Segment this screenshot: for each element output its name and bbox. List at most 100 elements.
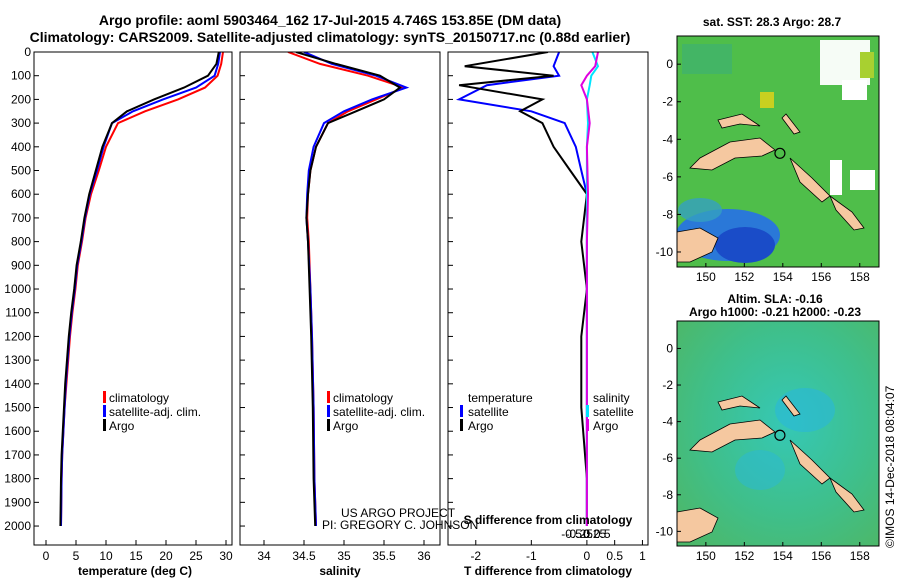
sst-map-title: sat. SST: 28.3 Argo: 28.7 bbox=[703, 15, 842, 29]
legend-satellite-swatch bbox=[327, 405, 330, 417]
y-tick-label: 1900 bbox=[4, 495, 31, 509]
legend-argo-swatch bbox=[103, 419, 106, 431]
legend-climatology-label: climatology bbox=[333, 391, 393, 405]
y-tick-label: 500 bbox=[11, 164, 31, 178]
temperature-x-label: temperature (deg C) bbox=[78, 564, 192, 578]
pi-annotation: PI: GREGORY C. JOHNSON bbox=[322, 518, 478, 532]
series-line-satellite-adj-clim- bbox=[60, 52, 221, 527]
legend-argo-label: Argo bbox=[109, 419, 135, 433]
map-y-tick-label: -8 bbox=[662, 488, 673, 502]
legend-climatology-swatch bbox=[327, 391, 330, 403]
y-tick-label: 1200 bbox=[4, 329, 31, 343]
difference-legend: temperature satellite Argo salinity sate… bbox=[460, 391, 634, 433]
map-y-tick-label: 0 bbox=[666, 57, 673, 71]
y-tick-label: 100 bbox=[11, 69, 31, 83]
legend-climatology-swatch bbox=[103, 391, 106, 403]
map-x-tick-label: 150 bbox=[696, 270, 716, 284]
map-y-tick-label: -10 bbox=[656, 524, 674, 538]
series-line-s-satellite bbox=[585, 52, 600, 526]
legend-temperature-title: temperature bbox=[468, 391, 533, 405]
map-y-tick-label: -6 bbox=[662, 170, 673, 184]
y-tick-label: 400 bbox=[11, 140, 31, 154]
legend-climatology-label: climatology bbox=[109, 391, 169, 405]
y-tick-label: 1600 bbox=[4, 424, 31, 438]
legend-s-satellite-swatch bbox=[586, 405, 589, 417]
sst-map: sat. SST: 28.3 Argo: 28.7 bbox=[656, 15, 880, 284]
y-tick-label: 200 bbox=[11, 92, 31, 106]
argo-position-marker bbox=[774, 147, 786, 159]
legend-t-satellite-swatch bbox=[460, 405, 463, 417]
sla-map-title-line2: Argo h1000: -0.21 h2000: -0.23 bbox=[689, 305, 861, 319]
series-line-satellite-adj-clim- bbox=[303, 52, 410, 527]
legend-s-argo-label: Argo bbox=[593, 419, 619, 433]
map-y-tick-label: -8 bbox=[662, 207, 673, 221]
legend-t-satellite-label: satellite bbox=[468, 405, 509, 419]
x-tick-label: -2 bbox=[470, 549, 481, 563]
figure-title-line1: Argo profile: aoml 5903464_162 17-Jul-20… bbox=[98, 12, 562, 28]
x-tick-label: 10 bbox=[99, 549, 113, 563]
map-x-tick-label: 154 bbox=[773, 549, 793, 563]
y-tick-label: 600 bbox=[11, 187, 31, 201]
s-difference-x-label: S difference from climatology bbox=[464, 513, 633, 527]
s-tick-label: 0.5 bbox=[594, 527, 611, 541]
x-tick-label: 25 bbox=[189, 549, 203, 563]
map-y-tick-label: -2 bbox=[662, 378, 673, 392]
legend-salinity-title: salinity bbox=[593, 391, 630, 405]
series-line-s-argo bbox=[580, 52, 599, 526]
x-tick-label: 15 bbox=[129, 549, 143, 563]
map-y-tick-label: -10 bbox=[656, 245, 674, 259]
salinity-panel: 34 34.5 35 35.5 36 salinity climatology sate… bbox=[239, 51, 478, 578]
salinity-legend: climatology satellite-adj. clim. Argo bbox=[327, 391, 425, 433]
s-tick-label: 0.25 bbox=[583, 527, 607, 541]
map-x-tick-label: 154 bbox=[773, 270, 793, 284]
legend-satellite-label: satellite-adj. clim. bbox=[333, 405, 425, 419]
series-line-climatology bbox=[287, 52, 407, 527]
y-tick-label: 700 bbox=[11, 211, 31, 225]
y-tick-label: 1300 bbox=[4, 353, 31, 367]
argo-position-marker bbox=[774, 429, 786, 441]
x-tick-label: 5 bbox=[73, 549, 80, 563]
imos-credit: ©IMOS 14-Dec-2018 08:04:07 bbox=[883, 385, 897, 548]
x-tick-label: 35.5 bbox=[372, 549, 396, 563]
t-difference-x-label: T difference from climatology bbox=[464, 564, 632, 578]
y-tick-label: 0 bbox=[24, 45, 31, 59]
series-line-t-satellite bbox=[455, 52, 588, 526]
x-tick-label: 0 bbox=[43, 549, 50, 563]
temperature-legend: climatology satellite-adj. clim. Argo bbox=[103, 391, 201, 433]
salinity-x-label: salinity bbox=[319, 564, 361, 578]
map-x-tick-label: 156 bbox=[811, 549, 831, 563]
legend-satellite-label: satellite-adj. clim. bbox=[109, 405, 201, 419]
y-tick-label: 1100 bbox=[5, 306, 31, 320]
y-tick-label: 1700 bbox=[4, 448, 31, 462]
legend-satellite-swatch bbox=[103, 405, 106, 417]
y-tick-label: 1400 bbox=[4, 377, 31, 391]
y-tick-label: 1500 bbox=[4, 401, 31, 415]
map-y-tick-label: -2 bbox=[662, 95, 673, 109]
y-tick-label: 800 bbox=[11, 235, 31, 249]
sla-map-title-line1: Altim. SLA: -0.16 bbox=[727, 292, 823, 306]
x-tick-label: 34.5 bbox=[292, 549, 316, 563]
land-masses bbox=[677, 395, 865, 543]
legend-argo-swatch bbox=[327, 419, 330, 431]
figure-title-line2: Climatology: CARS2009. Satellite-adjuste… bbox=[29, 29, 631, 45]
map-x-tick-label: 158 bbox=[850, 270, 870, 284]
map-x-tick-label: 152 bbox=[734, 270, 754, 284]
x-tick-label: 36 bbox=[417, 549, 431, 563]
x-tick-label: 35 bbox=[337, 549, 351, 563]
y-tick-label: 1800 bbox=[4, 472, 31, 486]
x-tick-label: 0 bbox=[584, 549, 591, 563]
land-masses bbox=[677, 113, 865, 263]
temperature-panel: 0 5 10 15 20 25 30 0 100 200 300 400 500 600 700 800 90… bbox=[4, 45, 233, 578]
legend-s-satellite-label: satellite bbox=[593, 405, 634, 419]
series-line-t-argo bbox=[458, 52, 588, 526]
series-line-argo bbox=[59, 52, 220, 527]
map-x-tick-label: 152 bbox=[734, 549, 754, 563]
y-tick-label: 1000 bbox=[4, 282, 31, 296]
x-tick-label: 1 bbox=[639, 549, 646, 563]
sla-field bbox=[677, 321, 879, 546]
x-tick-label: -1 bbox=[526, 549, 537, 563]
series-line-argo bbox=[295, 52, 402, 527]
s-tick-label: 0 bbox=[584, 527, 591, 541]
